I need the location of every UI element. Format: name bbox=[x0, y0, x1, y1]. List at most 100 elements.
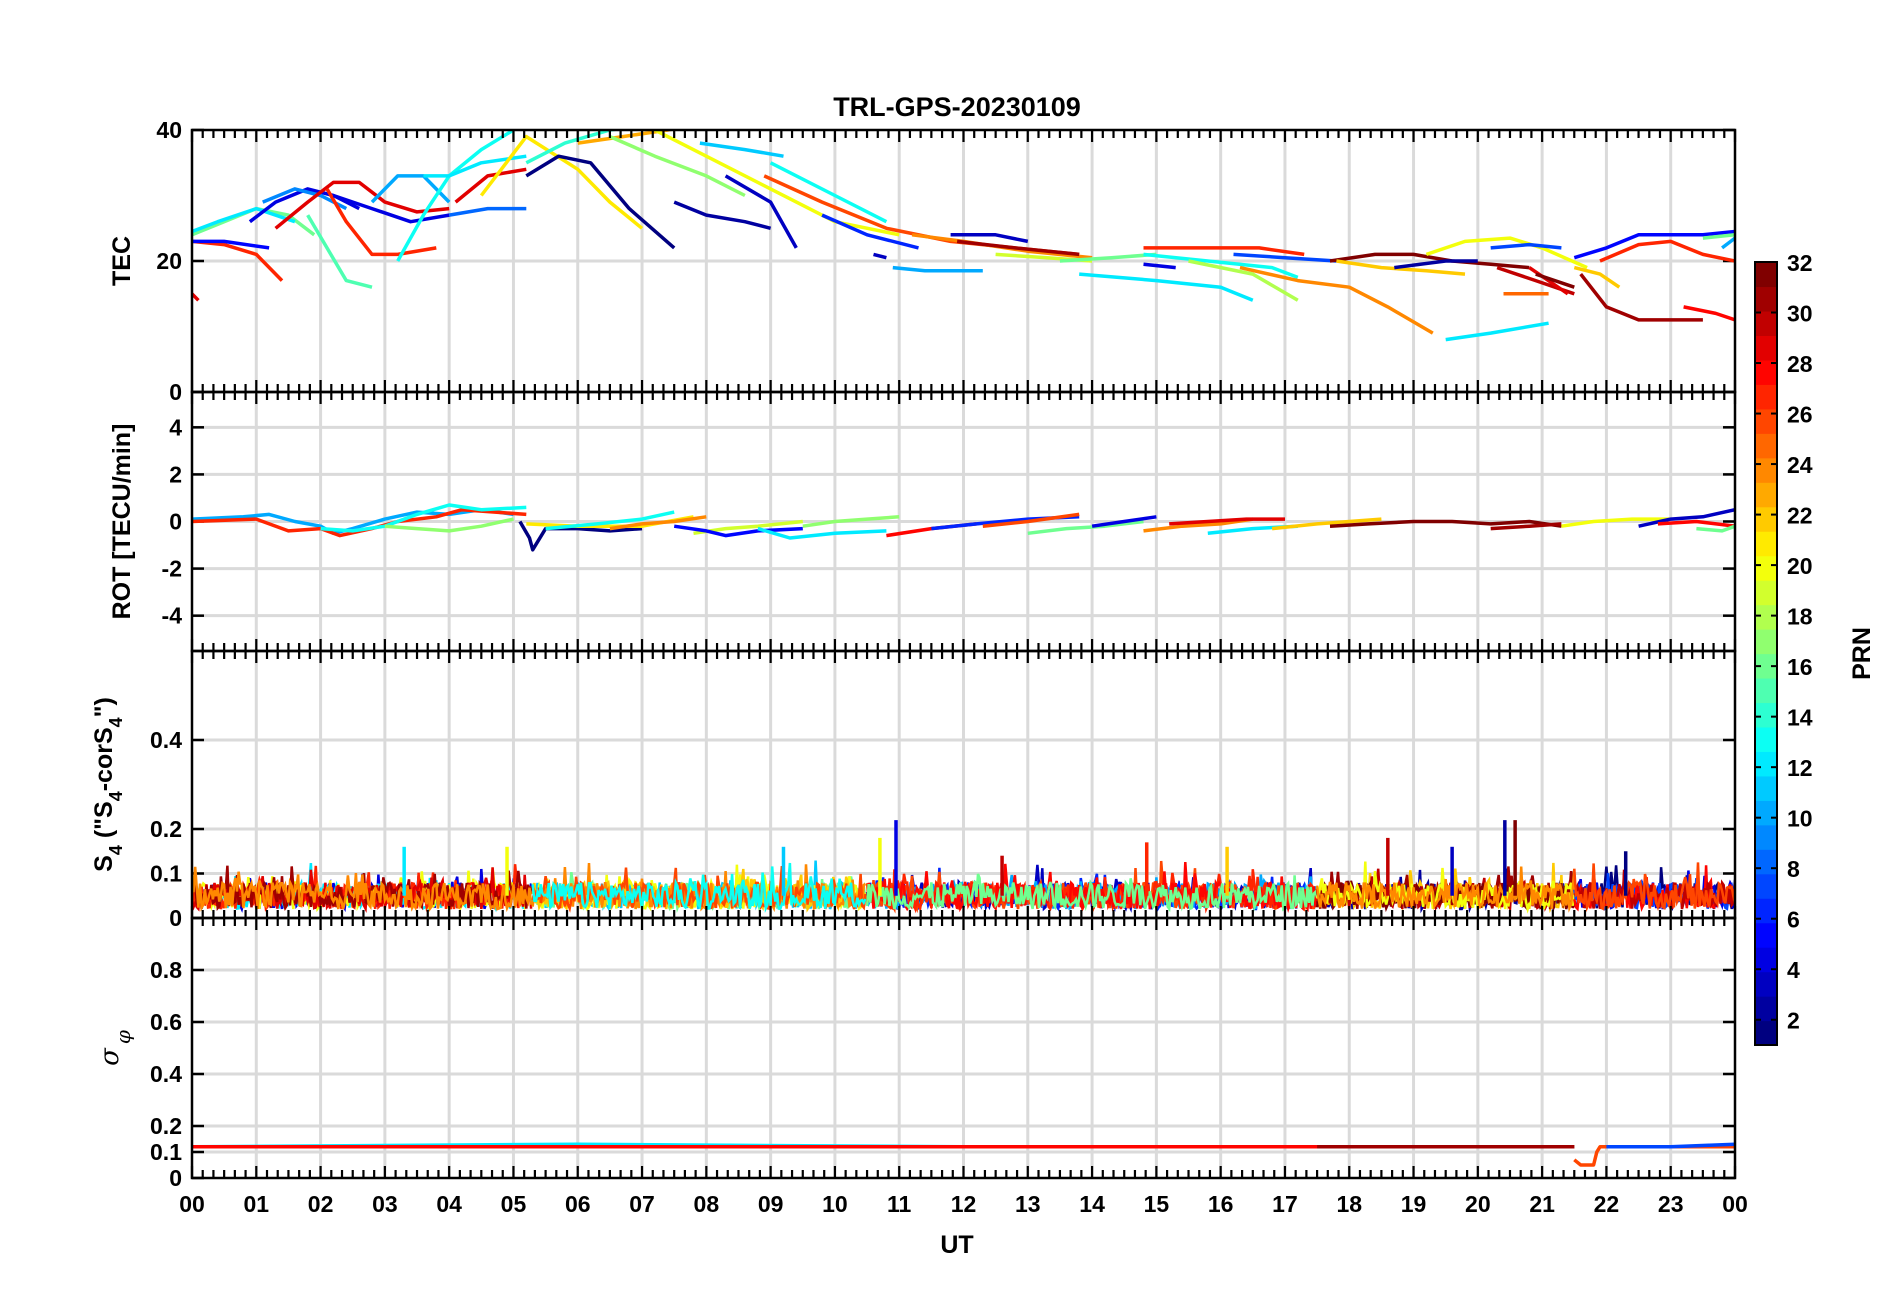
series-line-prn-4 bbox=[332, 193, 450, 224]
y-tick-label: 0.8 bbox=[150, 957, 182, 983]
colorbar-cell bbox=[1755, 800, 1777, 826]
y-tick-label: 0.4 bbox=[150, 727, 182, 753]
series-line-prn-23 bbox=[577, 130, 677, 145]
colorbar-tick-label: 32 bbox=[1787, 250, 1813, 276]
y-tick-label: 0 bbox=[169, 509, 182, 535]
x-tick-label: 00 bbox=[1722, 1191, 1748, 1217]
x-tick-label: 10 bbox=[822, 1191, 848, 1217]
series-line-prn-26 bbox=[1573, 1145, 1735, 1167]
series-line-prn-22 bbox=[1573, 265, 1621, 289]
series-line-prn-16 bbox=[1696, 524, 1735, 533]
colorbar-cell bbox=[1755, 775, 1777, 801]
series-line-prn-20 bbox=[650, 130, 900, 237]
colorbar-cell bbox=[1755, 335, 1777, 361]
series-line-prn-18 bbox=[1188, 259, 1299, 302]
x-tick-label: 06 bbox=[565, 1191, 591, 1217]
colorbar-label: PRN bbox=[1848, 627, 1876, 680]
y-tick-label: -2 bbox=[162, 556, 182, 582]
series-line-prn-2 bbox=[673, 200, 772, 230]
series-line-prn-10 bbox=[370, 174, 451, 204]
x-tick-label: 17 bbox=[1272, 1191, 1298, 1217]
colorbar-cell bbox=[1755, 629, 1777, 655]
x-axis-label: UT bbox=[940, 1231, 973, 1259]
y-axis-label: σφ bbox=[95, 1030, 135, 1066]
colorbar-cell bbox=[1755, 726, 1777, 752]
colorbar-cell bbox=[1755, 262, 1777, 288]
colorbar-cell bbox=[1755, 482, 1777, 508]
noise-trace-prn-13 bbox=[531, 862, 867, 914]
series-line-prn-13 bbox=[320, 503, 527, 533]
series-line-prn-7 bbox=[1606, 1142, 1735, 1149]
series-line-prn-22 bbox=[1271, 517, 1382, 531]
series-line-prn-27 bbox=[325, 188, 437, 257]
series-line-prn-10 bbox=[1721, 236, 1735, 250]
x-tick-label: 11 bbox=[887, 1191, 912, 1217]
x-tick-label: 09 bbox=[758, 1191, 784, 1217]
series-line-prn-13 bbox=[396, 130, 515, 262]
panel-s4: 0 0.1 0.2 0.4 S4 ("S4-corS4") bbox=[90, 649, 1737, 931]
series-line-prn-2 bbox=[1394, 259, 1478, 270]
y-tick-label: 0.2 bbox=[150, 816, 182, 842]
colorbar-cell bbox=[1755, 947, 1777, 973]
colorbar-cell bbox=[1755, 457, 1777, 483]
y-axis-label: ROT [TECU/min] bbox=[108, 424, 136, 620]
y-tick-label: 20 bbox=[156, 248, 182, 274]
series-line-prn-24 bbox=[1239, 265, 1434, 335]
x-tick-label: 07 bbox=[629, 1191, 655, 1217]
series-line-prn-12 bbox=[192, 206, 296, 234]
y-tick-label: 0.1 bbox=[150, 861, 182, 887]
plot-area bbox=[192, 820, 1735, 914]
y-tick-label: 0 bbox=[169, 379, 182, 405]
colorbar-tick-label: 16 bbox=[1787, 654, 1813, 680]
x-tick-label: 16 bbox=[1208, 1191, 1234, 1217]
series-line-prn-31 bbox=[1579, 273, 1703, 322]
colorbar-cell bbox=[1755, 922, 1777, 948]
x-tick-label: 03 bbox=[372, 1191, 398, 1217]
plot-area bbox=[192, 130, 1735, 342]
y-tick-label: 0.4 bbox=[150, 1061, 182, 1087]
colorbar-cell bbox=[1755, 824, 1777, 850]
series-line-prn-29 bbox=[454, 167, 527, 204]
colorbar-cell bbox=[1755, 531, 1777, 557]
y-axis-label: TEC bbox=[108, 236, 136, 286]
colorbar-cell bbox=[1755, 384, 1777, 410]
colorbar-cell bbox=[1755, 849, 1777, 875]
series-line-prn-32 bbox=[1535, 272, 1575, 289]
y-tick-label: 0.1 bbox=[150, 1139, 182, 1165]
x-tick-label: 13 bbox=[1015, 1191, 1041, 1217]
series-line-prn-13 bbox=[1143, 252, 1299, 280]
x-tick-label: 23 bbox=[1658, 1191, 1684, 1217]
colorbar-cell bbox=[1755, 580, 1777, 606]
x-tick-label: 00 bbox=[179, 1191, 205, 1217]
y-tick-label: 4 bbox=[169, 414, 182, 440]
series-line-prn-13 bbox=[545, 510, 675, 531]
series-line-prn-13 bbox=[769, 161, 888, 224]
series-line-prn-29 bbox=[1169, 517, 1285, 526]
colorbar-cell bbox=[1755, 677, 1777, 704]
series-line-prn-20 bbox=[1425, 236, 1588, 270]
panel-sigma_phi: 00.10.2 0.4 0.6 0.8 σφ bbox=[95, 916, 1737, 1191]
series-line-prn-12 bbox=[757, 526, 887, 540]
series-line-prn-7 bbox=[1490, 242, 1562, 250]
series-line-prn-6 bbox=[821, 213, 919, 250]
x-tick-label: 18 bbox=[1336, 1191, 1362, 1217]
colorbar-tick-label: 2 bbox=[1787, 1008, 1800, 1034]
colorbar-cell bbox=[1755, 310, 1777, 337]
series-line-prn-7 bbox=[1233, 252, 1337, 263]
x-tick-label: 14 bbox=[1079, 1191, 1105, 1217]
colorbar-cell bbox=[1755, 506, 1777, 532]
series-line-prn-5 bbox=[673, 524, 803, 538]
y-tick-label: 0.6 bbox=[150, 1009, 182, 1035]
series-line-prn-16 bbox=[1059, 252, 1157, 263]
y-tick-label: 0.2 bbox=[150, 1113, 182, 1139]
x-tick-label: 01 bbox=[243, 1191, 269, 1217]
colorbar-tick-label: 24 bbox=[1787, 452, 1813, 478]
noise-trace-prn-26 bbox=[1573, 862, 1735, 913]
series-line-prn-3 bbox=[1638, 507, 1735, 528]
colorbar-cell bbox=[1755, 604, 1777, 630]
series-line-prn-10 bbox=[892, 265, 983, 273]
x-tick-label: 20 bbox=[1465, 1191, 1491, 1217]
noise-trace-prn-24 bbox=[192, 866, 533, 913]
